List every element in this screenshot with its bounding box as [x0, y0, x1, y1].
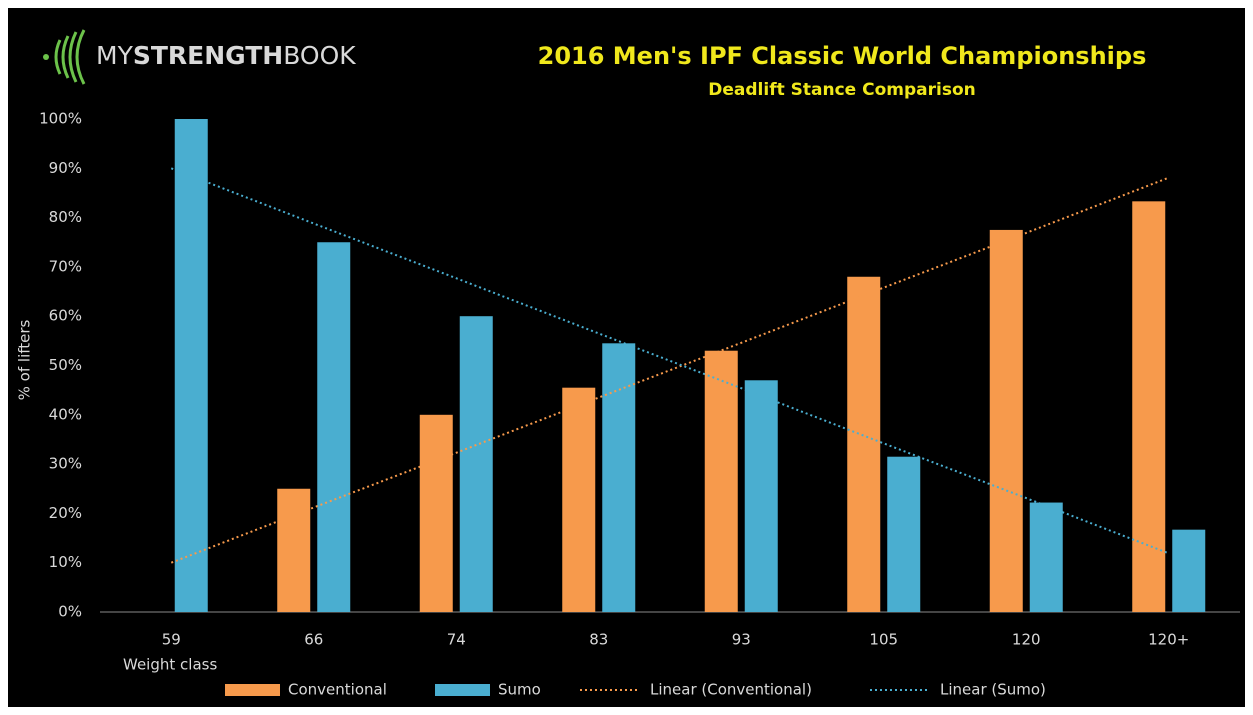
y-tick-label: 70%	[49, 257, 82, 275]
x-tick-label: 83	[589, 631, 608, 649]
brand-part: STRENGTH	[133, 41, 283, 70]
y-tick-label: 20%	[49, 504, 82, 522]
y-tick-label: 40%	[49, 405, 82, 423]
bar	[317, 242, 351, 612]
x-axis-label: Weight class	[123, 656, 217, 674]
bar	[174, 119, 208, 612]
brand: MYSTRENGTHBOOK	[96, 41, 356, 70]
bar	[419, 414, 453, 612]
legend-swatch	[225, 684, 280, 696]
y-tick-label: 0%	[58, 603, 82, 621]
bar	[704, 350, 738, 612]
chart-title: 2016 Men's IPF Classic World Championshi…	[538, 42, 1147, 70]
trendline	[170, 176, 1170, 564]
bar	[1172, 529, 1206, 612]
x-tick-label: 74	[447, 631, 466, 649]
y-tick-label: 10%	[49, 553, 82, 571]
legend-label: Conventional	[288, 681, 387, 699]
bar	[989, 229, 1023, 613]
legend-label: Sumo	[498, 681, 541, 699]
legend-label: Linear (Conventional)	[650, 681, 812, 699]
bar	[602, 343, 636, 612]
bar	[887, 456, 921, 612]
trendline	[170, 167, 1170, 555]
bar	[847, 276, 881, 612]
chart-subtitle: Deadlift Stance Comparison	[708, 80, 975, 100]
y-axis-label: % of lifters	[16, 319, 34, 400]
bar	[1132, 201, 1166, 612]
y-tick-label: 60%	[49, 307, 82, 325]
bar	[744, 380, 778, 612]
y-tick-label: 100%	[39, 110, 82, 128]
bar	[277, 488, 311, 612]
legend-label: Linear (Sumo)	[940, 681, 1046, 699]
y-tick-label: 30%	[49, 455, 82, 473]
bar	[562, 387, 596, 612]
brand-part: BOOK	[283, 41, 356, 70]
x-tick-label: 59	[162, 631, 181, 649]
legend-swatch	[435, 684, 490, 696]
y-tick-label: 90%	[49, 159, 82, 177]
x-tick-label: 93	[732, 631, 751, 649]
y-tick-label: 50%	[49, 356, 82, 374]
x-tick-label: 120+	[1148, 631, 1189, 649]
bar	[1029, 502, 1063, 612]
logo-icon	[43, 29, 86, 85]
brand-part: MY	[96, 41, 134, 70]
y-tick-label: 80%	[49, 208, 82, 226]
x-tick-label: 66	[304, 631, 323, 649]
bar	[459, 316, 493, 612]
x-tick-label: 120	[1012, 631, 1041, 649]
x-tick-label: 105	[869, 631, 898, 649]
